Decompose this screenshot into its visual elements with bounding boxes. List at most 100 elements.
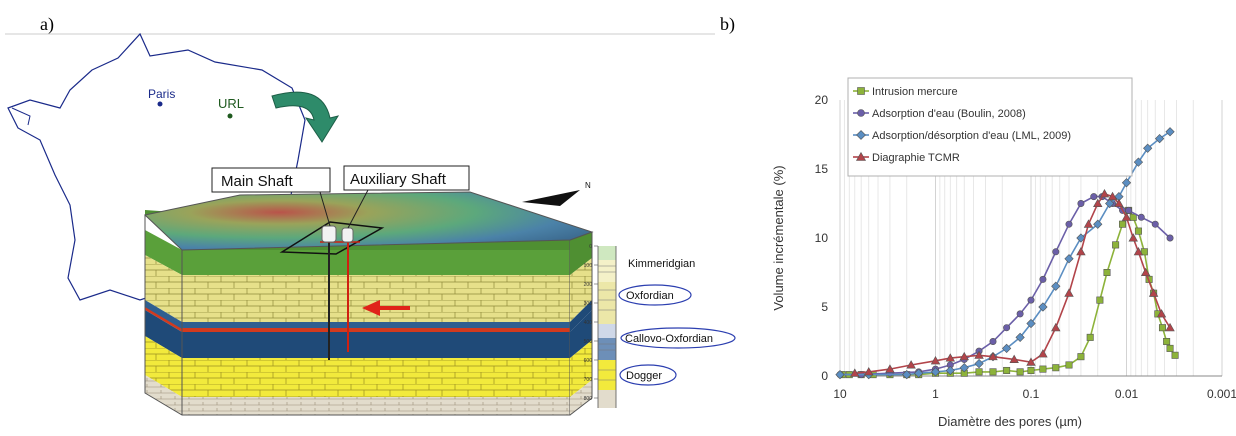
series-point-1 [989,337,997,345]
series-point-0 [845,371,853,379]
series-point-0 [1052,364,1060,372]
x-tick-label: 0.001 [1207,387,1236,401]
legend-marker [856,130,866,140]
auxiliary-shaft-label: Auxiliary Shaft [350,171,447,188]
series-point-3 [1093,198,1103,207]
series-point-0 [1158,324,1166,332]
series-point-0 [1134,227,1142,235]
series-point-1 [1077,200,1085,208]
main-shaft-headframe [321,225,337,243]
series-point-0 [903,371,911,379]
series-point-0 [915,371,923,379]
series-point-1 [1151,220,1159,228]
formation-dogger: Dogger [626,370,662,382]
depth-tick-label: 700 [584,377,593,383]
curved-arrow-icon [271,91,340,143]
series-point-0 [1163,337,1171,345]
series-point-3 [974,350,984,359]
depth-tick-label: 100 [584,263,593,269]
chart-grid [839,100,1223,376]
series-point-0 [1154,310,1162,318]
series-point-0 [1016,368,1024,376]
series-point-3 [885,364,895,373]
depth-tick-label: 600 [584,358,593,364]
legend-marker [855,151,867,161]
series-line-1 [840,195,1171,376]
x-tick-label: 1 [932,387,939,401]
series-point-3 [1083,219,1094,228]
formation-oxfordian: Oxfordian [626,290,674,302]
series-point-2 [974,358,984,369]
aux-shaft-headframe [341,227,354,243]
series-point-0 [989,368,997,376]
series-point-3 [1038,349,1048,358]
series-point-2 [1121,178,1132,188]
series-point-2 [1076,233,1086,243]
chart-ticks: 10 1 0.1 0.01 0.001 0 5 10 15 20 [815,93,1236,401]
series-point-2 [1051,281,1061,291]
callovo-oxfordian-ellipse [620,327,736,349]
y-tick-label: 0 [821,369,828,383]
series-point-1 [1003,324,1011,332]
series-point-1 [1027,296,1035,304]
city-paris: Paris [148,87,175,101]
x-axis-label: Diamètre des pores (µm) [938,414,1082,429]
series-line-0 [842,208,1176,376]
auxiliary-shaft-leader [347,189,369,229]
city-url: URL [218,96,244,111]
legend-marker [857,109,865,117]
legend-label: Intrusion mercure [872,86,958,98]
brittany-coast [11,107,31,126]
series-point-0 [975,368,983,376]
x-tick-label: 0.01 [1115,387,1139,401]
y-tick-label: 20 [815,93,829,107]
series-point-2 [1105,198,1115,209]
legend-label: Adsorption d'eau (Boulin, 2008) [872,108,1026,120]
main-shaft-leader [319,191,331,227]
series-point-1 [1166,234,1174,242]
series-point-0 [1129,213,1137,221]
series-point-0 [1119,220,1127,228]
north-label: N [585,181,591,190]
block-side-face [569,231,593,416]
series-point-1 [857,371,865,379]
main-shaft-label-box [211,167,331,193]
series-point-2 [1064,254,1074,264]
red-arrow-icon [362,300,410,316]
y-tick-label: 15 [815,162,829,176]
series-point-0 [1065,361,1073,369]
legend-marker [857,87,865,95]
formation-kimmeridgian: Kimmeridgian [628,258,695,270]
series-point-0 [960,369,968,377]
series-point-1 [1039,275,1047,283]
series-point-1 [1052,248,1060,256]
depth-tick-label: 500 [584,339,593,345]
series-point-2 [1114,191,1124,202]
series-point-1 [931,365,939,373]
paris-dot [157,101,163,107]
series-point-1 [1016,310,1024,318]
series-point-0 [1125,206,1133,214]
series-point-1 [915,368,923,376]
depth-tick-label: 0 [589,244,592,250]
series-point-2 [959,363,969,373]
legend-label: Adsorption/désorption d'eau (LML, 2009) [872,130,1071,142]
series-point-0 [869,371,877,379]
shaft-surface-outline [279,221,385,255]
series-point-3 [1099,189,1110,198]
series-point-3 [945,353,956,362]
series-point-2 [1038,302,1048,312]
series-point-0 [886,371,894,379]
series-point-2 [864,369,874,380]
stratigraphic-column [597,246,617,408]
legend-label: Diagraphie TCMR [872,152,960,164]
series-point-2 [945,365,955,376]
panel-b-label: b) [720,14,735,34]
series-point-2 [1165,127,1175,137]
depth-tick-label: 300 [584,301,593,307]
series-point-3 [906,360,916,369]
series-point-3 [1156,309,1167,318]
series-point-1 [1125,206,1133,214]
panel-a-label: a) [40,14,54,34]
series-point-2 [902,369,912,380]
